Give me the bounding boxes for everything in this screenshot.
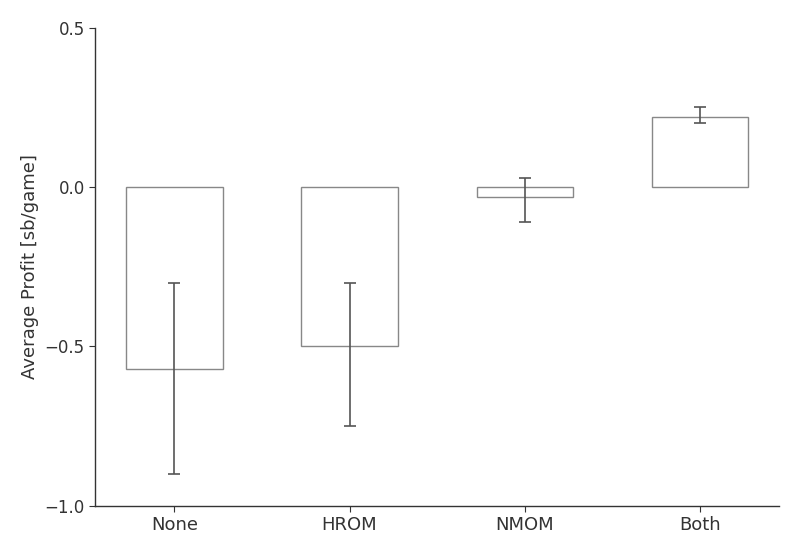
Bar <box>302 187 398 346</box>
Bar <box>652 117 748 187</box>
Bar <box>477 187 573 196</box>
Y-axis label: Average Profit [sb/game]: Average Profit [sb/game] <box>21 154 39 379</box>
Bar <box>126 187 222 369</box>
